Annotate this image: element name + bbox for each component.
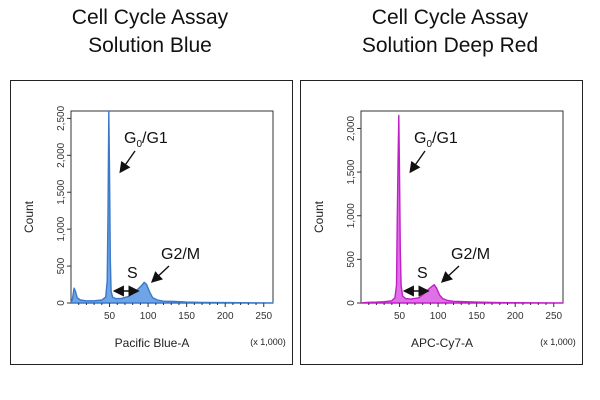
x-tick-label: 150 <box>178 311 195 322</box>
x-tick-label: 50 <box>394 311 406 322</box>
histogram-deep-red: 50 100 150 200 250 0 500 1,000 1,500 2,000 APC-Cy7… <box>312 110 576 350</box>
plot-area <box>360 110 564 304</box>
histogram-blue: 50 100 150 200 250 0 500 1,000 1,500 2,000 2,500 Pa… <box>22 105 286 350</box>
chart-title-line-1: Cell Cycle Assay <box>371 6 529 29</box>
x-axis-label: Pacific Blue-A <box>115 336 190 350</box>
annotation-subscript: 0 <box>136 139 142 150</box>
y-tick-label: 2,000 <box>346 116 357 141</box>
y-tick-label: 1,000 <box>346 203 357 228</box>
g0-g1-arrow <box>409 150 426 174</box>
chart-title-line-1: Cell Cycle Assay <box>71 6 229 29</box>
x-tick-label: 250 <box>545 311 562 322</box>
y-tick-label: 1,000 <box>56 216 67 241</box>
chart-title-deep-red: Cell Cycle Assay Solution Deep Red <box>300 4 600 60</box>
y-tick-label: 2,000 <box>56 142 67 167</box>
x-tick-label: 200 <box>507 311 524 322</box>
annotation-g-part: G <box>414 130 426 147</box>
plot-area <box>70 110 274 304</box>
annotation-s-phase: S <box>127 265 138 282</box>
histogram-area <box>360 114 564 304</box>
x-tick-label: 150 <box>468 311 485 322</box>
chart-title-line-2: Solution Deep Red <box>361 34 539 57</box>
y-tick-label: 1,500 <box>56 179 67 204</box>
x-axis-unit: (x 1,000) <box>540 337 576 347</box>
y-tick-label: 0 <box>56 300 67 306</box>
annotation-g2-m: G2/M <box>161 246 200 263</box>
x-tick-label: 50 <box>104 311 116 322</box>
y-axis-label: Count <box>312 200 326 233</box>
annotation-g1-part: /G1 <box>432 130 458 147</box>
g2-m-arrow <box>440 265 460 283</box>
y-axis-label: Count <box>22 200 36 233</box>
chart-title-line-2: Solution Blue <box>88 34 212 57</box>
annotation-subscript: 0 <box>426 139 432 150</box>
x-tick-label: 100 <box>140 311 157 322</box>
annotation-s-phase: S <box>417 265 428 282</box>
x-tick-label: 200 <box>217 311 234 322</box>
histogram-panel-deep-red: 50 100 150 200 250 0 500 1,000 1,500 2,000 APC-Cy7… <box>300 80 583 365</box>
g2-m-arrow <box>150 265 170 283</box>
annotation-g-part: G <box>124 130 136 147</box>
x-axis-label: APC-Cy7-A <box>411 336 473 350</box>
x-axis-unit: (x 1,000) <box>250 337 286 347</box>
y-tick-label: 0 <box>346 300 357 306</box>
annotation-g0-g1: G0/G1 <box>414 130 458 150</box>
x-tick-label: 250 <box>255 311 272 322</box>
chart-title-blue: Cell Cycle Assay Solution Blue <box>0 4 300 60</box>
y-tick-label: 2,500 <box>56 105 67 130</box>
histogram-panel-blue: 50 100 150 200 250 0 500 1,000 1,500 2,000 2,500 Pa… <box>10 80 293 365</box>
x-tick-label: 100 <box>430 311 447 322</box>
g0-g1-arrow <box>119 150 136 174</box>
annotation-g0-g1: G0/G1 <box>124 130 168 150</box>
annotation-g2-m: G2/M <box>451 246 490 263</box>
histogram-area <box>70 110 274 304</box>
y-tick-label: 1,500 <box>346 159 357 184</box>
annotation-g1-part: /G1 <box>142 130 168 147</box>
y-tick-label: 500 <box>56 257 67 274</box>
y-tick-label: 500 <box>346 251 357 268</box>
